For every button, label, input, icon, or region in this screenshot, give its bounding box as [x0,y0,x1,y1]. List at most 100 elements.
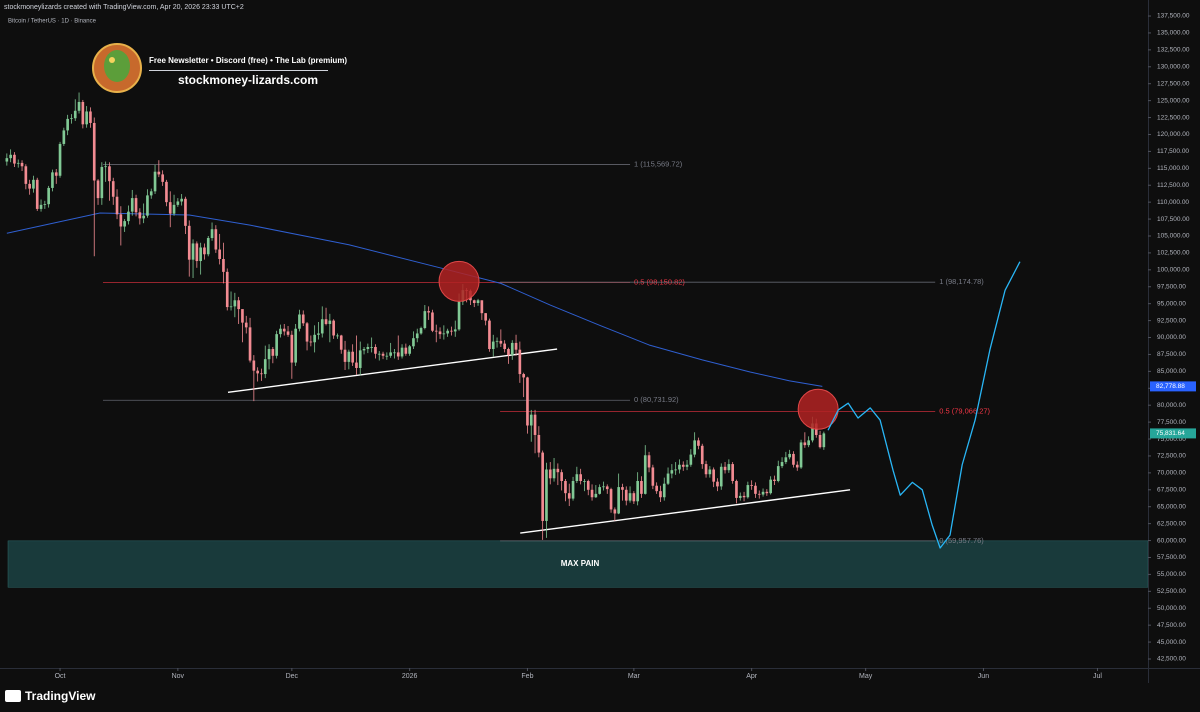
candle-body [784,457,788,463]
candle-body [803,442,807,446]
candle-body [757,493,761,495]
candle-body [108,166,111,182]
candle-body [20,162,24,167]
candle-body [39,204,43,209]
zone-label: MAX PAIN [561,559,600,568]
candle-body [533,414,537,435]
y-tick-label: 75,000.00 [1157,436,1186,443]
candle-body [708,469,712,475]
candle-body [431,312,434,331]
y-tick-label: 120,000.00 [1157,131,1190,138]
candle-body [571,480,575,499]
candle-body [115,196,119,215]
candle-body [210,229,214,239]
candle-body [685,464,689,467]
candle-body [434,330,438,332]
candle-body [723,466,727,471]
candle-body [514,342,518,350]
fib-label: 0 (80,731.92) [634,395,679,404]
candle-body [598,487,601,494]
price-tag [1150,428,1196,439]
candle-body [184,198,187,226]
candle-body [62,130,66,144]
candle-body [712,469,715,482]
candle-body [647,455,651,468]
candle-body [735,480,738,498]
y-tick-label: 65,000.00 [1157,503,1186,510]
candle-body [776,466,780,481]
candle-body [491,341,495,350]
candle-body [279,328,282,335]
candle-body [374,346,377,354]
candle-body [195,243,199,262]
x-tick-label: May [859,673,873,680]
candle-body [389,352,392,356]
candle-body [100,166,104,199]
candle-body [643,455,647,494]
candle-body [165,181,168,203]
candle-body [5,158,9,162]
candle-body [35,179,39,209]
candle-body [446,330,449,334]
y-tick-label: 135,000.00 [1157,30,1190,37]
y-tick-label: 62,500.00 [1157,520,1186,527]
candle-body [602,486,605,488]
candle-body [157,171,161,175]
candle-body [681,464,685,467]
candle-body [522,374,525,378]
candle-body [822,433,826,448]
candle-body [85,111,88,125]
candle-body [457,301,461,330]
candle-body [510,342,514,356]
price-tag-label: 75,831.64 [1156,430,1185,437]
candle-body [24,166,28,184]
candle-body [719,466,723,487]
candle-body [92,122,96,181]
candle-body [412,338,415,347]
candle-body [180,198,183,202]
candle-body [408,346,411,354]
candle-body [662,483,666,498]
candle-body [176,201,180,205]
candle-body [119,214,123,227]
candle-body [427,311,430,313]
candle-body [773,479,776,481]
y-tick-label: 60,000.00 [1157,537,1186,544]
candle-body [605,486,609,490]
candle-body [396,352,400,357]
candle-body [552,468,556,479]
y-tick-label: 90,000.00 [1157,334,1186,341]
y-tick-label: 52,500.00 [1157,588,1186,595]
candle-body [575,474,579,481]
candle-body [130,198,134,212]
fib-label: 1 (98,174.78) [939,277,984,286]
candle-body [298,314,301,329]
candle-body [336,335,339,337]
candle-body [252,360,256,371]
y-tick-label: 132,500.00 [1157,47,1190,54]
x-tick-label: Nov [172,673,185,680]
candle-body [385,355,389,357]
candle-body [225,271,229,308]
projection-path [827,261,1021,549]
candle-body [142,215,145,219]
candle-body [704,464,708,475]
y-tick-label: 110,000.00 [1157,199,1189,206]
y-tick-label: 115,000.00 [1157,165,1189,172]
candle-body [73,110,77,119]
candle-body [96,180,100,199]
candle-body [313,334,316,343]
candle-body [818,434,822,448]
candle-body [400,347,404,357]
y-tick-label: 70,000.00 [1157,470,1186,477]
candle-body [624,489,628,501]
candle-body [442,333,446,335]
candle-body [317,333,320,335]
candle-body [659,491,662,498]
candle-body [339,335,343,350]
zone [7,540,1148,588]
candle-body [472,300,476,303]
candle-body [43,204,47,205]
candle-body [693,440,696,455]
